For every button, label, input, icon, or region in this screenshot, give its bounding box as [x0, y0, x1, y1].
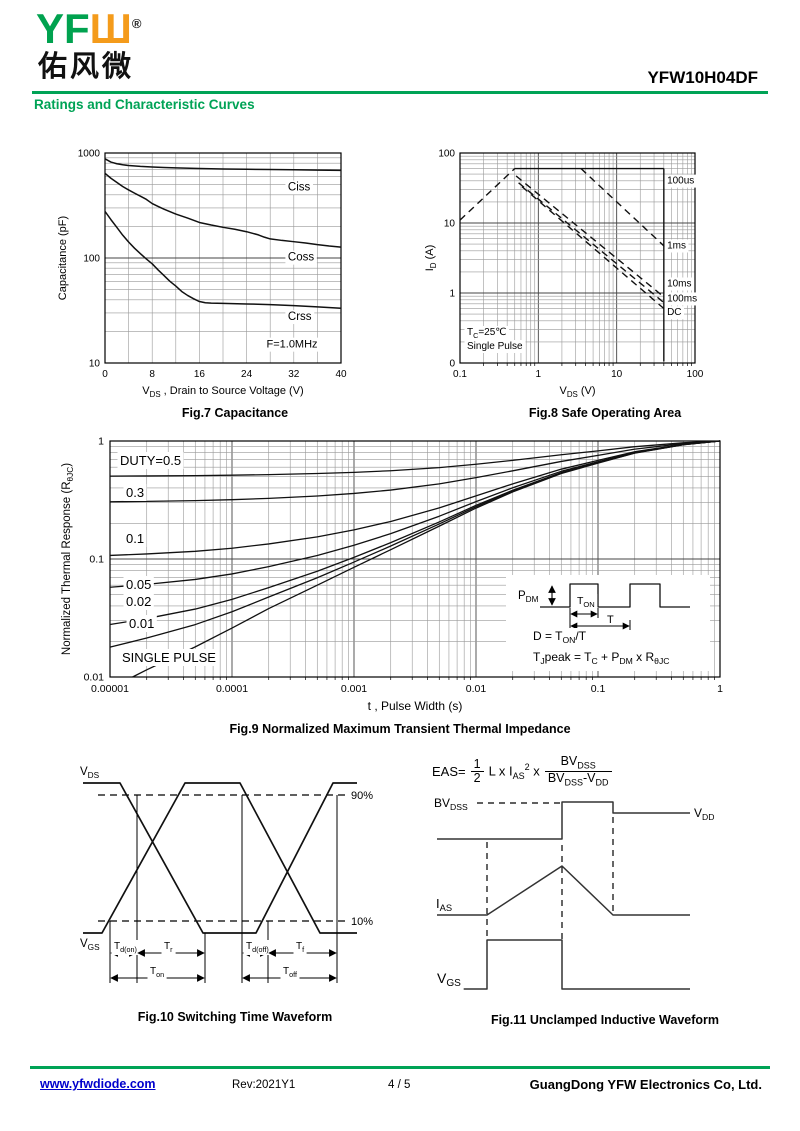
- svg-text:16: 16: [194, 369, 206, 380]
- svg-text:0.02: 0.02: [126, 594, 151, 609]
- svg-text:Tr: Tr: [164, 941, 173, 954]
- svg-text:VDS: VDS: [80, 766, 100, 780]
- svg-text:100: 100: [438, 149, 455, 160]
- svg-text:0.3: 0.3: [126, 485, 144, 500]
- svg-text:VGS: VGS: [437, 970, 461, 989]
- svg-text:Crss: Crss: [288, 311, 312, 323]
- svg-text:24: 24: [241, 369, 253, 380]
- brand-logo-w-icon: Ш: [89, 5, 132, 52]
- brand-logo-yf: YF: [36, 5, 90, 52]
- footer-rule: [30, 1066, 770, 1069]
- svg-text:8: 8: [149, 369, 155, 380]
- svg-text:D = TON/T: D = TON/T: [533, 629, 587, 645]
- svg-text:10: 10: [611, 369, 623, 380]
- eas-lhs: EAS=: [432, 764, 466, 780]
- fig10-switching-waveform: 90% 10% VDS VGS Td(on) Tr Td(off) Tf Ton Toff: [77, 765, 373, 983]
- svg-text:ID (A): ID (A): [424, 245, 438, 272]
- svg-text:0.1: 0.1: [126, 531, 144, 546]
- svg-text:TC=25℃: TC=25℃: [467, 327, 507, 340]
- fig7-capacitance-chart: 0 8 16 24 32 40 1000 100 10 VDS , Drain to Source…: [57, 149, 347, 400]
- svg-text:0.01: 0.01: [129, 616, 154, 631]
- svg-text:10: 10: [89, 359, 101, 370]
- svg-text:0: 0: [102, 369, 108, 380]
- svg-text:Capacitance (pF): Capacitance (pF): [57, 216, 69, 300]
- svg-text:0.05: 0.05: [126, 577, 151, 592]
- registered-mark-icon: ®: [131, 16, 142, 31]
- header-rule: [32, 91, 768, 94]
- svg-text:100us: 100us: [667, 176, 694, 187]
- svg-text:PDM: PDM: [518, 590, 539, 604]
- fig9-caption: Fig.9 Normalized Maximum Transient Therm…: [229, 722, 571, 736]
- brand-logo: YFШ®: [36, 8, 141, 50]
- svg-text:100ms: 100ms: [667, 293, 697, 304]
- svg-text:100: 100: [83, 254, 100, 265]
- svg-text:1: 1: [717, 683, 723, 695]
- brand-chinese-name: 佑风微: [38, 51, 135, 83]
- svg-text:40: 40: [335, 369, 347, 380]
- svg-text:1: 1: [449, 289, 455, 300]
- footer-page-number: 4 / 5: [388, 1079, 411, 1091]
- svg-text:TJpeak = TC + PDM x RθJC: TJpeak = TC + PDM x RθJC: [533, 650, 670, 666]
- svg-text:32: 32: [288, 369, 300, 380]
- svg-text:Ton: Ton: [150, 966, 164, 979]
- svg-text:Td(on): Td(on): [114, 941, 137, 954]
- svg-text:T: T: [607, 614, 614, 626]
- part-number: YFW10H04DF: [647, 68, 758, 87]
- svg-text:0.1: 0.1: [453, 369, 467, 380]
- svg-text:BVDSS: BVDSS: [434, 796, 468, 812]
- svg-text:10ms: 10ms: [667, 278, 691, 289]
- fig11-caption: Fig.11 Unclamped Inductive Waveform: [490, 1013, 720, 1027]
- svg-text:0.1: 0.1: [591, 683, 606, 695]
- svg-text:1ms: 1ms: [667, 240, 686, 251]
- svg-text:10: 10: [444, 219, 456, 230]
- svg-text:0.001: 0.001: [341, 683, 367, 695]
- fig11-unclamped-inductive-waveform: BVDSS VDD IAS VGS: [433, 796, 714, 990]
- fig10-caption: Fig.10 Switching Time Waveform: [137, 1010, 333, 1024]
- svg-text:10%: 10%: [351, 916, 373, 928]
- svg-text:DUTY=0.5: DUTY=0.5: [120, 453, 181, 468]
- svg-text:1000: 1000: [78, 149, 101, 160]
- svg-text:SINGLE PULSE: SINGLE PULSE: [122, 650, 216, 665]
- svg-text:Coss: Coss: [288, 252, 314, 264]
- footer-revision: Rev:2021Y1: [232, 1079, 296, 1091]
- svg-text:Td(off): Td(off): [246, 941, 269, 954]
- svg-text:TON: TON: [577, 595, 595, 609]
- svg-text:Normalized Thermal Response (R: Normalized Thermal Response (RθJC): [61, 463, 75, 655]
- svg-text:VDS , Drain to Source Voltage: VDS , Drain to Source Voltage (V): [142, 385, 303, 399]
- svg-text:VDD: VDD: [694, 806, 714, 822]
- svg-text:1: 1: [536, 369, 542, 380]
- svg-text:100: 100: [687, 369, 704, 380]
- svg-text:1: 1: [98, 436, 104, 448]
- svg-text:0.1: 0.1: [89, 554, 104, 566]
- section-title: Ratings and Characteristic Curves: [34, 97, 255, 112]
- svg-text:0: 0: [449, 359, 455, 370]
- svg-text:DC: DC: [667, 307, 681, 318]
- svg-text:Ciss: Ciss: [288, 181, 311, 193]
- svg-text:Toff: Toff: [283, 966, 297, 979]
- fig7-caption: Fig.7 Capacitance: [181, 406, 289, 420]
- eas-mid: L x IAS2 x: [488, 762, 540, 782]
- svg-text:Tf: Tf: [296, 941, 304, 954]
- eas-frac-bv: BVDSS BVDSS-VDD: [544, 754, 612, 789]
- svg-text:Single Pulse: Single Pulse: [467, 341, 523, 352]
- svg-text:0.01: 0.01: [84, 672, 105, 684]
- svg-text:t , Pulse Width (s): t , Pulse Width (s): [368, 699, 463, 713]
- fig8-caption: Fig.8 Safe Operating Area: [528, 406, 682, 420]
- svg-text:90%: 90%: [351, 790, 373, 802]
- fig9-thermal-impedance-chart: 0.00001 0.0001 0.001 0.01 0.1 110.10.01t , Pu…: [61, 436, 723, 714]
- svg-text:VDS (V): VDS (V): [559, 385, 595, 399]
- svg-text:0.00001: 0.00001: [91, 683, 129, 695]
- website-link[interactable]: www.yfwdiode.com: [40, 1077, 156, 1091]
- svg-text:VGS: VGS: [80, 938, 100, 952]
- footer-company: GuangDong YFW Electronics Co, Ltd.: [529, 1077, 762, 1092]
- svg-text:0.0001: 0.0001: [216, 683, 248, 695]
- svg-text:0.01: 0.01: [466, 683, 487, 695]
- svg-text:IAS: IAS: [436, 896, 452, 913]
- svg-text:F=1.0MHz: F=1.0MHz: [267, 339, 318, 351]
- footer-url: www.yfwdiode.com: [40, 1077, 156, 1091]
